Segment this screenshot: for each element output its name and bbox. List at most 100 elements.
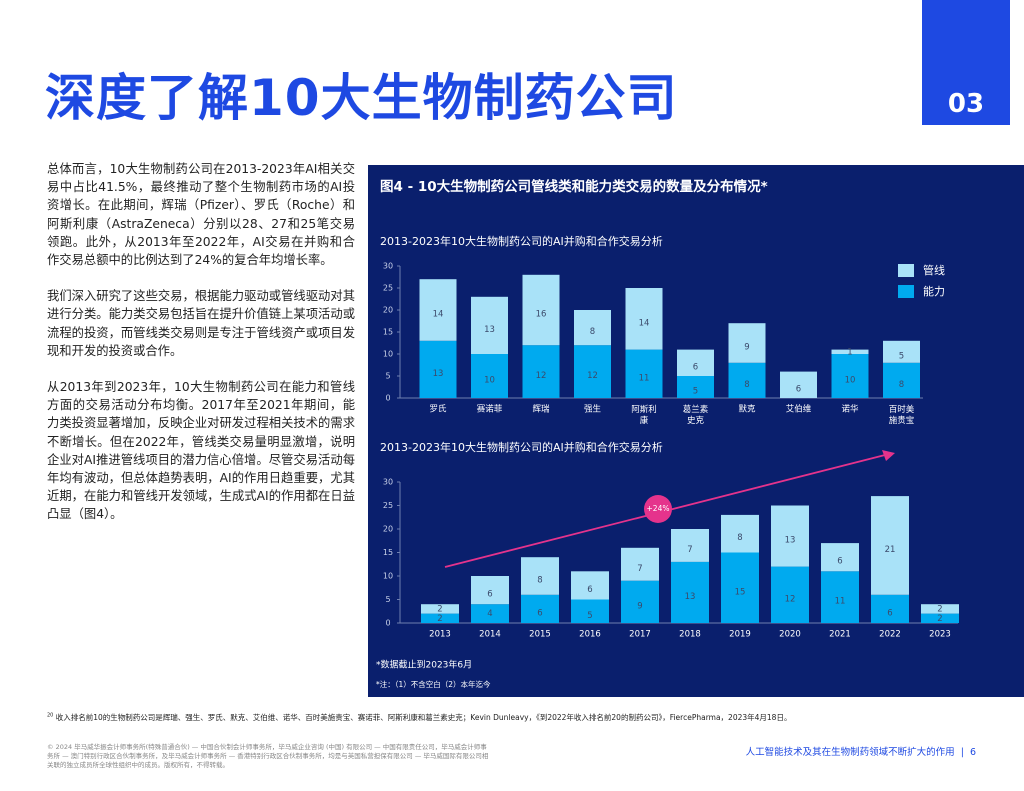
bar-segment — [471, 296, 508, 354]
bar-segment — [574, 310, 611, 346]
footnote: 20 收入排名前10的生物制药公司是辉瑞、强生、罗氏、默克、艾伯维、诺华、百时美… — [47, 712, 987, 723]
bar-segment — [419, 340, 457, 398]
bar-segment — [821, 571, 859, 623]
bar-segment — [574, 345, 611, 398]
y-tick-label: 15 — [383, 548, 393, 557]
bar-segment — [471, 354, 508, 398]
bar-segment — [521, 594, 559, 623]
bar-segment — [721, 552, 759, 623]
x-tick-label: 2016 — [579, 630, 601, 640]
figure: 图4 - 10大生物制药公司管线类和能力类交易的数量及分布情况* *数据截止到2… — [376, 178, 959, 689]
chart-title: 2013-2023年10大生物制药公司的AI并购和合作交易分析 — [380, 440, 663, 454]
value-label: 21 — [885, 545, 896, 555]
bar-segment — [677, 376, 714, 398]
value-label: 6 — [837, 557, 842, 567]
value-label: 6 — [887, 608, 892, 618]
bar-segment — [471, 604, 509, 623]
x-tick-label: 辉瑞 — [532, 404, 550, 415]
x-tick-label: 2015 — [529, 630, 551, 640]
footnote-text: 收入排名前10的生物制药公司是辉瑞、强生、罗氏、默克、艾伯维、诺华、百时美施贵宝… — [55, 713, 792, 722]
x-tick-label: 阿斯利康 — [631, 404, 657, 426]
value-label: 6 — [487, 590, 492, 600]
bar-segment — [831, 349, 869, 354]
figure-title: 图4 - 10大生物制药公司管线类和能力类交易的数量及分布情况* — [380, 178, 768, 195]
value-label: 7 — [637, 564, 642, 574]
x-tick-label: 百时美施贵宝 — [889, 404, 915, 426]
value-label: 8 — [737, 533, 742, 543]
bar-segment — [677, 349, 714, 376]
value-label: 10 — [484, 376, 495, 386]
x-tick-label: 2013 — [429, 630, 451, 640]
value-label: 4 — [487, 609, 492, 619]
figure-note: *注：（1）不含空白（2）本年迄今 — [376, 679, 491, 689]
value-label: 8 — [744, 380, 749, 390]
legend-swatch — [898, 264, 914, 277]
value-label: 9 — [744, 343, 749, 353]
x-tick-label: 赛诺菲 — [477, 404, 503, 415]
x-tick-label: 艾伯维 — [786, 404, 812, 415]
value-label: 6 — [587, 585, 592, 595]
value-label: 8 — [590, 327, 595, 337]
bar-segment — [883, 362, 920, 398]
x-tick-label: 2018 — [679, 630, 701, 640]
bar-segment — [780, 371, 817, 398]
bar-segment — [728, 362, 766, 398]
bar-segment — [419, 279, 457, 341]
value-label: 1 — [847, 347, 852, 357]
y-tick-label: 20 — [383, 306, 393, 315]
bar-segment — [671, 529, 709, 562]
value-label: 13 — [433, 369, 444, 379]
value-label: 5 — [587, 611, 592, 621]
bar-segment — [625, 288, 663, 350]
chart-title: 2013-2023年10大生物制药公司的AI并购和合作交易分析 — [380, 234, 663, 248]
x-tick-label: 2023 — [929, 630, 951, 640]
value-label: 10 — [845, 376, 856, 386]
bar-segment — [421, 604, 459, 614]
value-label: 8 — [899, 380, 904, 390]
paragraph: 从2013年到2023年，10大生物制药公司在能力和管线方面的交易活动分布均衡。… — [47, 380, 355, 522]
legend-label: 管线 — [923, 263, 945, 277]
x-tick-label: 2022 — [879, 630, 901, 640]
page-title: 深度了解10大生物制药公司 — [45, 69, 678, 127]
legend-swatch — [898, 285, 914, 298]
bar-segment — [871, 496, 909, 595]
bar-segment — [571, 599, 609, 623]
value-label: 14 — [639, 318, 650, 328]
x-tick-label: 2019 — [729, 630, 751, 640]
value-label: 6 — [796, 384, 801, 394]
annotation-badge — [644, 495, 672, 523]
y-tick-label: 20 — [383, 525, 393, 534]
bar-segment — [421, 613, 459, 623]
value-label: 12 — [587, 371, 598, 381]
x-tick-label: 2020 — [779, 630, 801, 640]
figure-panel: 图4 - 10大生物制药公司管线类和能力类交易的数量及分布情况* *数据截止到2… — [368, 165, 1024, 697]
bar-segment — [522, 345, 560, 398]
value-label: 13 — [785, 536, 796, 546]
value-label: 11 — [639, 373, 650, 383]
paragraph: 总体而言，10大生物制药公司在2013-2023年AI相关交易中占比41.5%，… — [47, 162, 355, 268]
value-label: 15 — [735, 587, 746, 597]
value-label: 14 — [433, 310, 444, 320]
page-number: 6 — [969, 747, 976, 758]
value-label: 11 — [835, 597, 846, 607]
x-tick-label: 2021 — [829, 630, 851, 640]
value-label: 12 — [536, 371, 547, 381]
body-text: 总体而言，10大生物制药公司在2013-2023年AI相关交易中占比41.5%，… — [47, 160, 355, 542]
legal-text: © 2024 毕马威华振会计师事务所(特殊普通合伙) — 中国合伙制会计师事务所… — [47, 743, 489, 769]
x-tick-label: 罗氏 — [429, 405, 447, 415]
y-tick-label: 5 — [385, 372, 390, 381]
value-label: 13 — [484, 325, 495, 335]
running-title: 人工智能技术及其在生物制药领域不断扩大的作用 — [745, 747, 955, 758]
value-label: 2 — [937, 614, 942, 624]
y-tick-label: 0 — [385, 619, 390, 628]
value-label: 5 — [899, 351, 904, 361]
y-tick-label: 30 — [383, 478, 393, 487]
value-label: 13 — [685, 592, 696, 602]
figure-note: *数据截止到2023年6月 — [376, 659, 472, 671]
value-label: 12 — [785, 594, 796, 604]
bar-segment — [721, 514, 759, 553]
bar-segment — [671, 561, 709, 623]
value-label: 7 — [687, 545, 692, 555]
bar-segment — [621, 547, 659, 581]
